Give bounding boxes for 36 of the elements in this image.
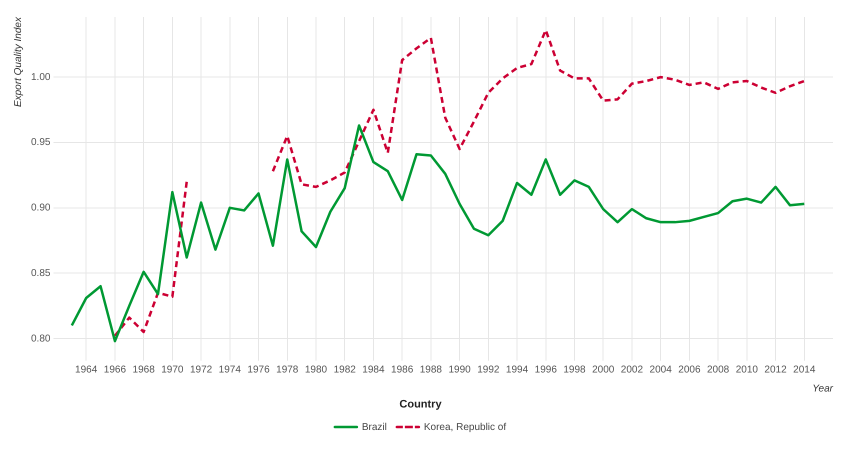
y-tick-label: 0.90: [30, 202, 51, 214]
x-tick-label: 1980: [304, 364, 328, 376]
x-tick-label: 1996: [534, 364, 558, 376]
y-tick-label: 1.00: [30, 72, 51, 83]
x-tick-label: 2010: [736, 364, 758, 376]
x-tick-label: 1972: [190, 364, 213, 376]
x-tick-label: 1998: [563, 364, 586, 376]
x-tick-label: 1982: [334, 364, 356, 376]
x-tick-label: 2014: [793, 364, 816, 376]
x-tick-label: 1968: [132, 364, 156, 376]
x-tick-label: 1990: [448, 364, 472, 376]
y-axis-title: Export Quality Index: [12, 16, 24, 108]
legend-label: Brazil: [362, 422, 387, 433]
x-tick-label: 1978: [276, 364, 299, 376]
x-tick-label: 2006: [678, 364, 701, 376]
legend-label: Korea, Republic of: [424, 422, 506, 433]
y-tick-label: 0.80: [30, 333, 51, 344]
legend-title: Country: [399, 398, 442, 410]
y-tick-label: 0.95: [30, 137, 51, 148]
x-tick-label: 1966: [104, 364, 126, 376]
y-tick-label: 0.85: [30, 268, 51, 279]
x-tick-label: 1988: [420, 364, 442, 376]
x-tick-label: 1984: [362, 364, 385, 376]
x-tick-label: 1992: [477, 364, 500, 376]
x-tick-label: 2012: [764, 364, 788, 376]
x-tick-label: 1964: [75, 364, 98, 376]
x-tick-label: 1986: [391, 364, 414, 376]
x-tick-label: 2002: [620, 364, 644, 376]
x-tick-label: 1976: [247, 364, 270, 376]
x-tick-label: 2000: [592, 364, 615, 376]
x-tick-label: 1970: [161, 364, 184, 376]
x-tick-label: 2008: [706, 364, 730, 376]
x-tick-label: 1994: [506, 364, 529, 376]
x-axis-title: Year: [812, 384, 834, 395]
x-tick-label: 1974: [218, 364, 242, 376]
x-tick-label: 2004: [650, 364, 672, 376]
